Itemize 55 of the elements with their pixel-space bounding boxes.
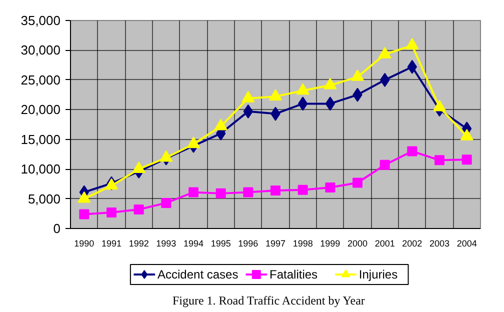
- y-tick-label: 30,000: [20, 42, 61, 58]
- y-tick-label: 25,000: [20, 72, 61, 88]
- legend-label: Accident cases: [158, 268, 238, 282]
- legend-label: Fatalities: [270, 268, 318, 282]
- point: [106, 207, 116, 218]
- point: [132, 162, 146, 174]
- point: [462, 154, 472, 165]
- point: [351, 70, 364, 81]
- x-tick-label: 1996: [238, 238, 258, 248]
- point: [216, 188, 226, 198]
- x-tick-label: 2002: [402, 238, 422, 248]
- x-tick-label: 2003: [429, 238, 450, 248]
- y-tick-label: 10,000: [20, 162, 61, 177]
- point: [188, 187, 198, 198]
- x-tick-label: 2004: [456, 238, 477, 248]
- y-tick-label: 35,000: [20, 13, 61, 28]
- y-tick-label: 20,000: [20, 102, 61, 118]
- point: [380, 160, 390, 170]
- y-tick-label: 5,000: [28, 191, 61, 206]
- text: Figure 1. Road Traffic Accident by Year: [172, 294, 365, 308]
- point: [325, 182, 336, 192]
- y-tick-label: 0: [53, 221, 61, 236]
- point: [269, 89, 282, 101]
- point: [433, 100, 446, 112]
- x-tick-label: 2000: [347, 238, 368, 248]
- point: [298, 184, 308, 195]
- point: [407, 146, 418, 156]
- point: [242, 90, 255, 102]
- x-tick-label: 1995: [210, 238, 231, 248]
- legend-label: Injuries: [358, 268, 398, 282]
- point: [160, 150, 173, 162]
- x-tick-label: 1991: [101, 238, 122, 248]
- x-tick-label: 1990: [74, 238, 94, 248]
- x-tick-label: 1997: [265, 238, 286, 248]
- point: [270, 185, 280, 196]
- x-tick-label: 1992: [128, 238, 149, 248]
- point: [243, 187, 254, 198]
- point: [296, 83, 310, 95]
- point: [79, 209, 90, 220]
- point: [161, 198, 172, 208]
- point: [214, 118, 228, 130]
- point: [324, 78, 337, 90]
- x-tick-label: 1994: [183, 238, 204, 248]
- point: [352, 178, 362, 188]
- point: [406, 38, 419, 50]
- point: [378, 46, 392, 58]
- point: [187, 136, 200, 148]
- x-tick-label: 2001: [374, 238, 395, 248]
- x-tick-label: 1998: [292, 238, 313, 248]
- x-tick-label: 1999: [320, 238, 340, 248]
- point: [434, 155, 444, 166]
- point: [460, 128, 474, 140]
- point: [134, 204, 144, 214]
- x-tick-label: 1993: [156, 238, 176, 248]
- y-tick-label: 15,000: [20, 132, 61, 147]
